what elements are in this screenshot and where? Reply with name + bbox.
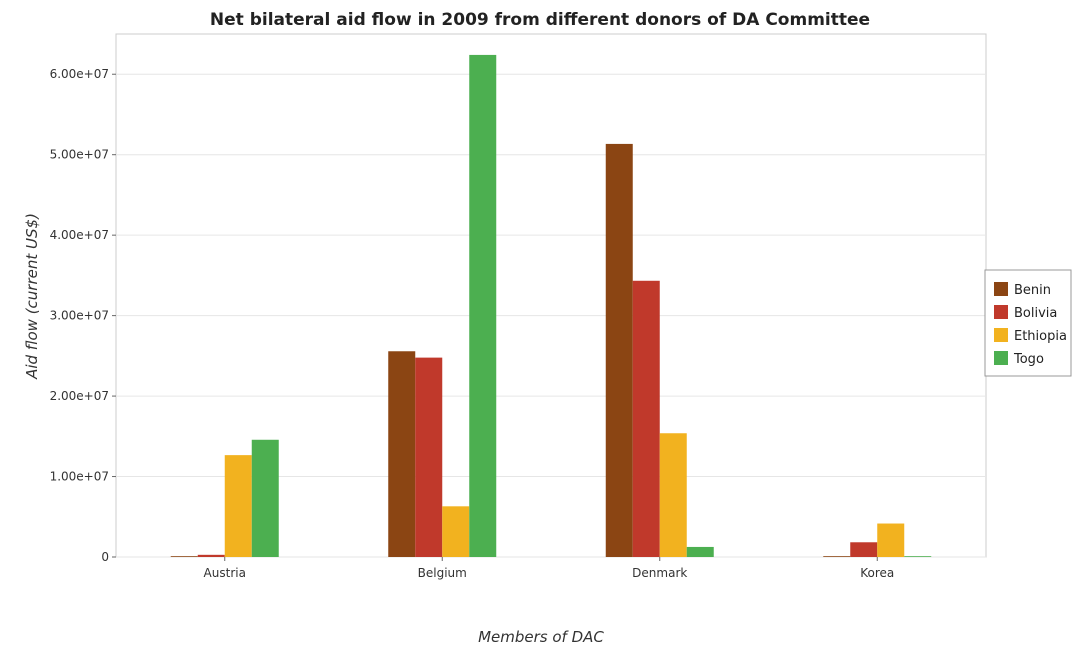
y-axis-ticks: 0 1.00e+07 2.00e+07 3.00e+07 4.00e+07 5.00e+0… [50, 67, 116, 564]
bar-togo-austria [251, 439, 279, 557]
x-axis-ticks: Austria Belgium Denmark Korea [204, 557, 894, 580]
y-axis-label: Aid flow (current US$) [23, 213, 41, 380]
bar-togo-denmark [686, 546, 714, 557]
x-tick-label: Austria [204, 566, 246, 580]
bar-benin-korea [823, 556, 851, 557]
bar-bolivia-austria [197, 554, 225, 557]
chart-title: Net bilateral aid flow in 2009 from diff… [210, 10, 870, 30]
x-tick-label: Denmark [632, 566, 687, 580]
bar-togo-belgium [469, 54, 497, 558]
x-axis-label: Members of DAC [478, 628, 604, 646]
bar-ethiopia-korea [877, 523, 905, 557]
bar-benin-belgium [388, 351, 416, 557]
bar-togo-korea [904, 556, 932, 557]
bar-bolivia-korea [850, 542, 878, 557]
x-tick-label: Korea [860, 566, 894, 580]
bar-bolivia-belgium [415, 357, 443, 557]
legend-label-bolivia: Bolivia [1014, 306, 1057, 321]
y-tick-label: 1.00e+07 [50, 470, 109, 484]
y-tick-label: 6.00e+07 [50, 67, 109, 81]
legend-swatch-togo [994, 351, 1008, 365]
legend-label-benin: Benin [1014, 283, 1051, 298]
y-tick-label: 4.00e+07 [50, 228, 109, 242]
legend-label-ethiopia: Ethiopia [1014, 329, 1067, 344]
bar-ethiopia-belgium [442, 506, 470, 557]
bar-benin-austria [170, 556, 198, 557]
legend-label-togo: Togo [1013, 352, 1044, 367]
bar-bolivia-denmark [632, 280, 660, 557]
bar-ethiopia-austria [224, 455, 252, 557]
legend-swatch-bolivia [994, 305, 1008, 319]
legend: Benin Bolivia Ethiopia Togo [984, 269, 1072, 377]
legend-swatch-benin [994, 282, 1008, 296]
y-tick-label: 2.00e+07 [50, 389, 109, 403]
y-tick-label: 0 [101, 550, 109, 564]
legend-swatch-ethiopia [994, 328, 1008, 342]
x-tick-label: Belgium [418, 566, 467, 580]
bar-ethiopia-denmark [659, 433, 687, 557]
bars [170, 54, 932, 558]
y-tick-label: 5.00e+07 [50, 148, 109, 162]
plot-area: 0 1.00e+07 2.00e+07 3.00e+07 4.00e+07 5.00e+0… [50, 33, 987, 580]
bar-benin-denmark [605, 143, 633, 557]
y-tick-label: 3.00e+07 [50, 309, 109, 323]
